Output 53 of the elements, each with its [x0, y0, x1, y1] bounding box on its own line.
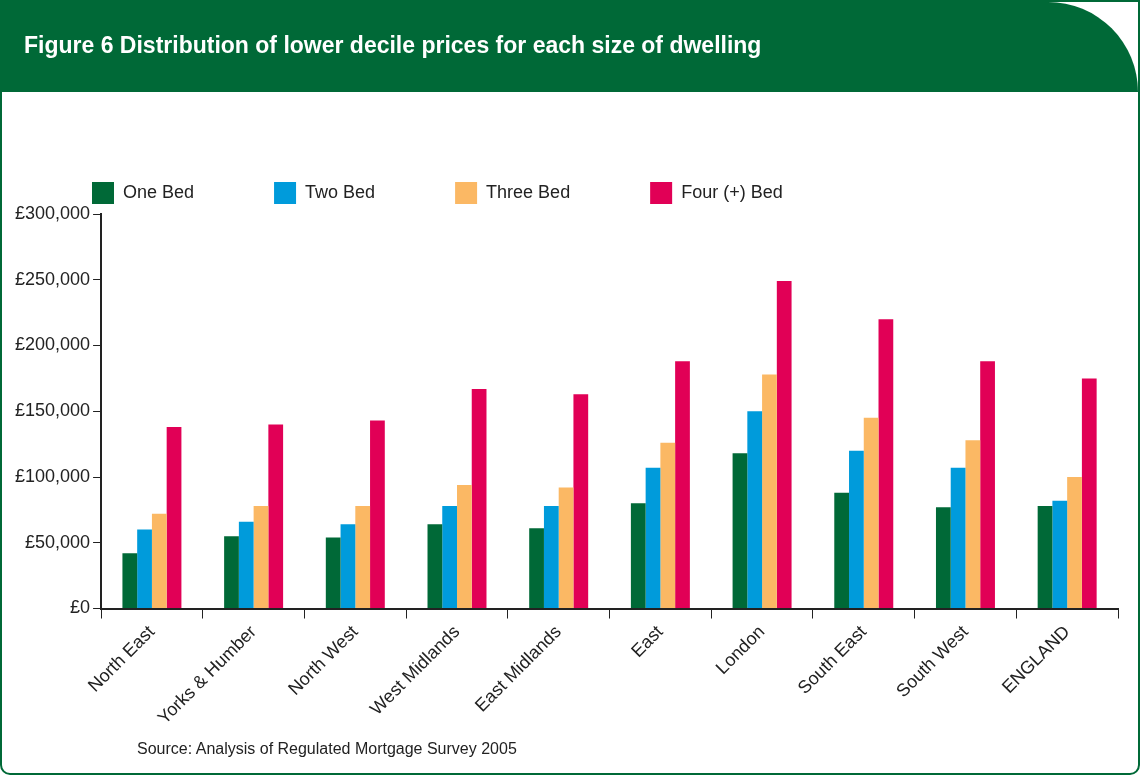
chart-title: Figure 6 Distribution of lower decile prices for each size of dwelling — [24, 32, 762, 59]
bar — [122, 553, 138, 609]
bar — [980, 361, 995, 609]
bar — [253, 505, 269, 609]
bar — [660, 442, 676, 609]
bar — [950, 467, 966, 609]
bar — [762, 374, 777, 609]
y-tick-label: £150,000 — [15, 400, 91, 421]
legend-label: Three Bed — [486, 181, 571, 202]
bar — [849, 450, 864, 609]
bar — [224, 536, 239, 609]
bar — [863, 417, 879, 609]
bar — [457, 484, 472, 609]
y-tick-label: £250,000 — [15, 268, 91, 289]
y-tick-label: £0 — [70, 597, 91, 618]
bar — [543, 505, 559, 609]
legend-label: Four (+) Bed — [681, 181, 783, 202]
bar — [268, 424, 284, 609]
bar — [558, 487, 574, 609]
bar — [878, 319, 894, 609]
bar — [471, 388, 487, 609]
bar — [427, 524, 443, 609]
bar — [137, 529, 152, 609]
bar — [529, 528, 544, 609]
bar — [238, 521, 254, 609]
bar — [1052, 500, 1068, 609]
bar — [325, 537, 341, 609]
bar — [776, 281, 792, 609]
source-note: Source: Analysis of Regulated Mortgage Survey 2005 — [137, 740, 517, 758]
bar — [935, 507, 951, 609]
legend-label: One Bed — [123, 181, 195, 202]
bar — [645, 467, 661, 609]
bar — [151, 513, 167, 609]
y-tick-label: £300,000 — [15, 202, 91, 223]
bar — [732, 453, 748, 609]
bar — [630, 503, 646, 609]
bar — [1037, 505, 1053, 609]
bar — [747, 411, 763, 609]
bar — [355, 505, 371, 609]
y-tick-label: £50,000 — [25, 531, 91, 552]
bar — [573, 394, 589, 609]
y-tick-label: £100,000 — [15, 465, 91, 486]
bar — [1067, 477, 1082, 609]
bar — [834, 492, 850, 609]
bar — [965, 440, 981, 609]
legend-label: Two Bed — [305, 181, 376, 202]
bar — [340, 524, 356, 609]
y-tick-label: £200,000 — [15, 334, 91, 355]
bar — [166, 427, 182, 609]
bar — [675, 361, 690, 609]
bar — [370, 420, 385, 609]
bar — [1081, 378, 1097, 609]
bar — [442, 505, 457, 609]
